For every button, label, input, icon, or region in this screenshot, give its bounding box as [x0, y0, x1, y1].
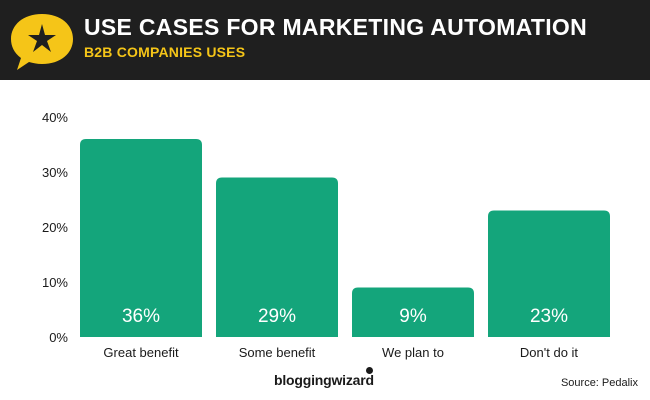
brand-logo: bloggingwizard — [274, 372, 374, 388]
bar-chart: 0% 10% 20% 30% 40% 36% Great benefit 29% Some be… — [42, 110, 610, 360]
y-tick-label: 0% — [49, 330, 68, 345]
header-bar: USE CASES FOR MARKETING AUTOMATION B2B C… — [0, 0, 650, 80]
page-title: USE CASES FOR MARKETING AUTOMATION — [84, 14, 588, 40]
y-tick-label: 10% — [42, 275, 68, 290]
bar — [488, 210, 610, 337]
x-category-label: Some benefit — [239, 345, 316, 360]
y-tick-label: 20% — [42, 220, 68, 235]
bar-value-label: 29% — [258, 306, 296, 327]
brand-dot-icon — [366, 367, 373, 374]
x-category-label: Great benefit — [103, 345, 179, 360]
source-note: Source: Pedalix — [560, 377, 638, 389]
bar — [216, 177, 338, 337]
x-category-label: We plan to — [382, 345, 444, 360]
bar-value-label: 23% — [530, 306, 568, 327]
bar — [80, 139, 202, 337]
page-subtitle: B2B COMPANIES USES — [84, 44, 246, 60]
y-tick-label: 40% — [42, 110, 68, 125]
bar-value-label: 36% — [122, 306, 160, 327]
bar — [352, 287, 474, 337]
bar-value-label: 9% — [399, 306, 427, 327]
y-tick-label: 30% — [42, 165, 68, 180]
x-category-label: Don't do it — [520, 345, 579, 360]
star-speech-bubble-icon — [11, 14, 73, 70]
